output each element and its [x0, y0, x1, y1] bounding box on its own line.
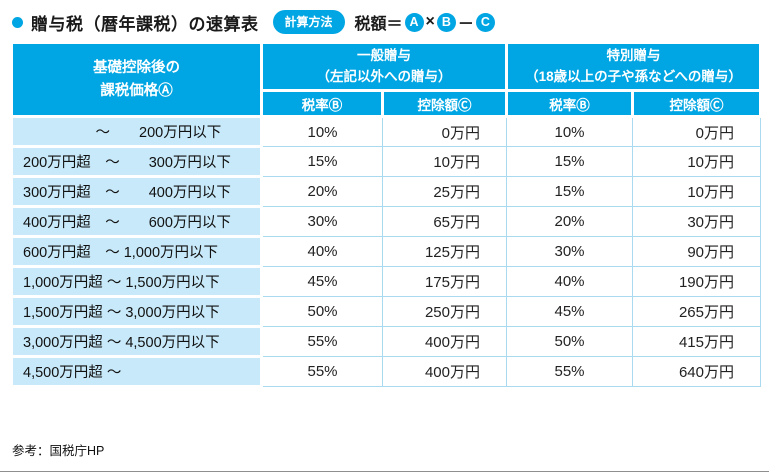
header-general-deduction: 控除額Ⓒ [381, 89, 508, 118]
table-row: 1,000万円超 ～ 1,500万円以下 45% 175万円 40% 190万円 [10, 265, 761, 298]
page: 贈与税（暦年課税）の速算表 計算方法 税額＝ A × B － C 基礎控除後の … [10, 9, 762, 388]
general-rate-cell: 20% [261, 176, 383, 207]
range-cell: 300万円超 ～ 400万円以下 [10, 175, 263, 208]
header-general-rate: 税率Ⓑ [260, 89, 384, 118]
general-deduction-cell: 250万円 [382, 296, 507, 327]
general-deduction-cell: 10万円 [382, 146, 507, 177]
page-title: 贈与税（暦年課税）の速算表 [31, 14, 259, 34]
header-group-row: 基礎控除後の 課税価格Ⓐ 一般贈与 （左記以外への贈与） 特別贈与 （18歳以上… [10, 41, 762, 118]
special-deduction-cell: 10万円 [632, 176, 761, 207]
calculation-method-badge: 計算方法 [272, 10, 345, 34]
general-rate-cell: 50% [261, 296, 383, 327]
tax-formula: 税額＝ A × B － C [355, 10, 497, 34]
general-rate-cell: 10% [261, 116, 383, 147]
formula-prefix: 税額＝ [354, 16, 403, 33]
general-deduction-cell: 400万円 [382, 356, 507, 387]
special-deduction-cell: 10万円 [632, 146, 761, 177]
range-cell: 3,000万円超 ～ 4,500万円以下 [10, 325, 263, 358]
special-rate-cell: 10% [506, 116, 633, 147]
special-rate-cell: 40% [506, 266, 633, 297]
special-rate-cell: 15% [506, 146, 633, 177]
table-row: 3,000万円超 ～ 4,500万円以下 55% 400万円 50% 415万円 [10, 325, 761, 358]
general-deduction-cell: 400万円 [382, 326, 507, 357]
circle-c-icon: C [475, 12, 495, 32]
general-deduction-cell: 125万円 [382, 236, 507, 267]
circle-a-icon: A [404, 12, 424, 32]
table-row: ～ 200万円以下 10% 0万円 10% 0万円 [10, 115, 761, 148]
special-rate-cell: 30% [506, 236, 633, 267]
range-cell: 1,000万円超 ～ 1,500万円以下 [10, 265, 263, 298]
range-cell: 1,500万円超 ～ 3,000万円以下 [10, 295, 263, 328]
range-cell: 600万円超 ～ 1,000万円以下 [10, 235, 263, 268]
special-deduction-cell: 265万円 [632, 296, 761, 327]
title-row: 贈与税（暦年課税）の速算表 計算方法 税額＝ A × B － C [10, 9, 759, 35]
special-deduction-cell: 190万円 [632, 266, 761, 297]
range-cell: ～ 200万円以下 [10, 115, 263, 148]
general-deduction-cell: 175万円 [382, 266, 507, 297]
table-row: 1,500万円超 ～ 3,000万円以下 50% 250万円 45% 265万円 [10, 295, 761, 328]
formula-minus: － [457, 16, 474, 33]
header-special-deduction: 控除額Ⓒ [631, 89, 762, 118]
range-cell: 4,500万円超 ～ [10, 355, 263, 388]
special-rate-cell: 45% [506, 296, 633, 327]
header-special-rate: 税率Ⓑ [505, 89, 634, 118]
special-deduction-cell: 30万円 [632, 206, 761, 237]
circle-b-icon: B [436, 12, 456, 32]
special-deduction-cell: 0万円 [632, 116, 761, 147]
table-row: 4,500万円超 ～ 55% 400万円 55% 640万円 [10, 355, 761, 388]
general-rate-cell: 55% [261, 326, 383, 357]
special-rate-cell: 15% [506, 176, 633, 207]
general-rate-cell: 45% [261, 266, 383, 297]
range-cell: 400万円超 ～ 600万円以下 [10, 205, 263, 238]
formula-times: × [425, 13, 435, 30]
range-cell: 200万円超 ～ 300万円以下 [10, 145, 263, 178]
table-row: 600万円超 ～ 1,000万円以下 40% 125万円 30% 90万円 [10, 235, 761, 268]
table-row: 300万円超 ～ 400万円以下 20% 25万円 15% 10万円 [10, 175, 761, 208]
reference-note: 参考：国税庁HP [12, 444, 105, 458]
general-rate-cell: 30% [261, 206, 383, 237]
general-deduction-cell: 25万円 [382, 176, 507, 207]
special-rate-cell: 50% [506, 326, 633, 357]
special-rate-cell: 20% [506, 206, 633, 237]
general-deduction-cell: 65万円 [382, 206, 507, 237]
header-group-general: 一般贈与 （左記以外への贈与） [260, 41, 508, 92]
special-rate-cell: 55% [506, 356, 633, 387]
special-deduction-cell: 415万円 [632, 326, 761, 357]
header-group-special: 特別贈与 （18歳以上の子や孫などへの贈与） [505, 41, 762, 92]
general-rate-cell: 40% [261, 236, 383, 267]
general-deduction-cell: 0万円 [382, 116, 507, 147]
table-row: 200万円超 ～ 300万円以下 15% 10万円 15% 10万円 [10, 145, 761, 178]
header-base-col: 基礎控除後の 課税価格Ⓐ [10, 41, 263, 118]
special-deduction-cell: 640万円 [632, 356, 761, 387]
header-sub-row: 税率Ⓑ 控除額Ⓒ 税率Ⓑ 控除額Ⓒ [12, 89, 762, 118]
gift-tax-table: 基礎控除後の 課税価格Ⓐ 一般贈与 （左記以外への贈与） 特別贈与 （18歳以上… [10, 41, 762, 388]
special-deduction-cell: 90万円 [632, 236, 761, 267]
general-rate-cell: 15% [261, 146, 383, 177]
bullet-icon [12, 16, 23, 28]
table-row: 400万円超 ～ 600万円以下 30% 65万円 20% 30万円 [10, 205, 761, 238]
general-rate-cell: 55% [261, 356, 383, 387]
